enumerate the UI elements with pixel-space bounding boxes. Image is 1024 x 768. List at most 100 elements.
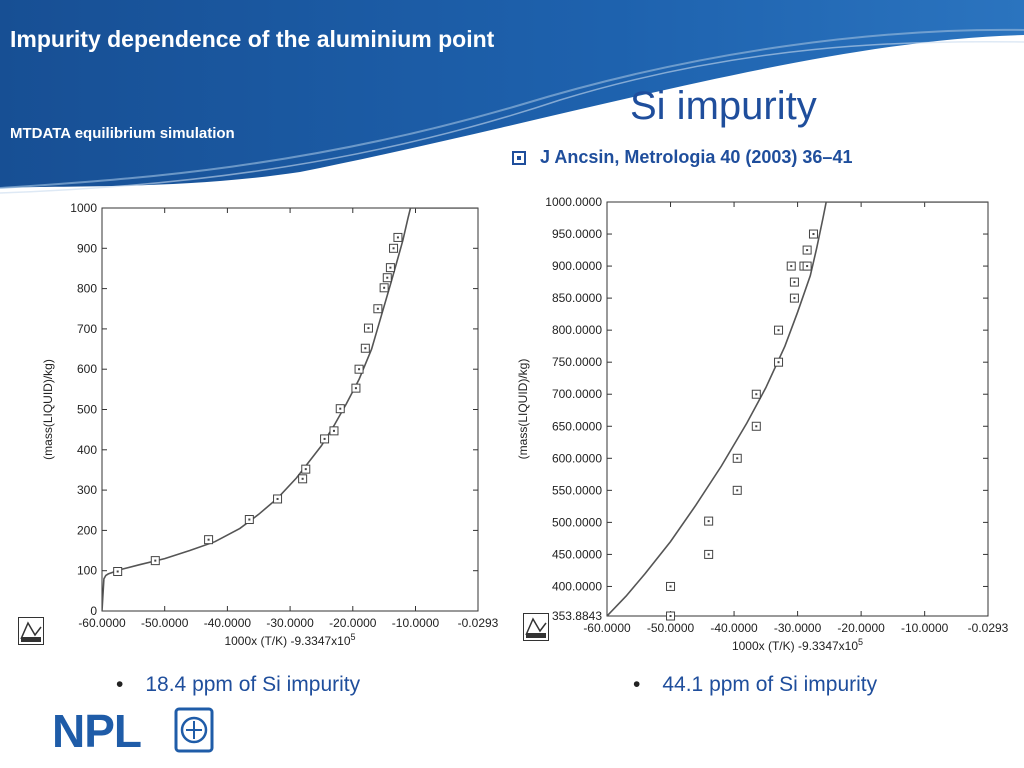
slide-title: Si impurity [630, 84, 817, 128]
data-point-dot [755, 393, 758, 396]
data-point-dot [276, 497, 279, 500]
data-point-dot [669, 615, 672, 617]
bullet-left: • 18.4 ppm of Si impurity [116, 673, 361, 696]
data-point-dot [207, 538, 210, 541]
data-point-dot [389, 266, 392, 269]
header-subtitle: MTDATA equilibrium simulation [10, 125, 235, 142]
y-tick-label: 950.0000 [552, 227, 602, 241]
data-point-dot [707, 553, 710, 556]
data-point-dot [116, 570, 119, 573]
y-tick-label: 400.0000 [552, 579, 602, 593]
x-tick-label: -60.0000 [583, 621, 631, 635]
data-point-dot [383, 286, 386, 289]
bullet-right: • 44.1 ppm of Si impurity [633, 673, 878, 696]
x-tick-label: -50.0000 [647, 621, 695, 635]
x-tick-label: -50.0000 [141, 616, 189, 630]
y-tick-label: 450.0000 [552, 547, 602, 561]
y-tick-label: 400 [77, 443, 97, 457]
data-point-dot [812, 233, 815, 236]
y-tick-label: 500.0000 [552, 515, 602, 529]
y-tick-label: 700.0000 [552, 387, 602, 401]
x-axis-label: 1000x (T/K) -9.3347x105 [732, 637, 863, 653]
model-curve [607, 202, 988, 616]
x-tick-label: -10.0000 [901, 621, 949, 635]
y-tick-label: 900.0000 [552, 259, 602, 273]
data-point-dot [364, 347, 367, 350]
data-point-dot [154, 559, 157, 562]
data-point-dot [707, 520, 710, 523]
data-point-dot [386, 276, 389, 279]
y-tick-label: 900 [77, 241, 97, 255]
bullet-left-text: 18.4 ppm of Si impurity [145, 673, 361, 696]
data-point-dot [396, 236, 399, 239]
npl-logo-text: NPL [52, 705, 141, 755]
x-axis-label-exponent: 5 [858, 637, 863, 647]
y-axis-label: (mass(LIQUID)/kg) [516, 359, 530, 460]
data-point-dot [301, 477, 304, 480]
data-point-dot [793, 297, 796, 300]
data-point-dot [777, 361, 780, 364]
y-tick-label: 353.8843 [552, 609, 602, 623]
x-tick-label: -60.0000 [78, 616, 126, 630]
y-tick-label: 500 [77, 403, 97, 417]
header-title: Impurity dependence of the aluminium poi… [10, 26, 495, 52]
x-tick-label: -30.0000 [266, 616, 314, 630]
x-tick-label: -30.0000 [774, 621, 822, 635]
bullet-right-text: 44.1 ppm of Si impurity [662, 673, 878, 696]
x-axis-label: 1000x (T/K) -9.3347x105 [224, 632, 355, 648]
data-point-dot [339, 407, 342, 410]
y-tick-label: 650.0000 [552, 419, 602, 433]
data-point-dot [755, 425, 758, 428]
x-axis-label-exponent: 5 [351, 632, 356, 642]
x-tick-label: -0.0293 [458, 616, 499, 630]
data-point-dot [323, 437, 326, 440]
y-tick-label: 850.0000 [552, 291, 602, 305]
data-point-dot [806, 249, 809, 252]
data-point-dot [332, 429, 335, 432]
data-point-dot [354, 387, 357, 390]
data-point-dot [736, 489, 739, 492]
plot-frame [606, 201, 989, 617]
y-tick-label: 1000.0000 [545, 195, 602, 209]
y-tick-label: 750.0000 [552, 355, 602, 369]
y-tick-label: 0 [90, 604, 97, 618]
x-tick-label: -40.0000 [204, 616, 252, 630]
data-point-dot [376, 307, 379, 310]
y-tick-label: 200 [77, 523, 97, 537]
plot-frame [101, 207, 479, 612]
bullet-box-icon [512, 150, 526, 165]
data-point-dot [248, 518, 251, 521]
mtdata-logo-right [523, 613, 549, 641]
data-point-dot [806, 265, 809, 268]
x-tick-label: -20.0000 [329, 616, 377, 630]
data-point-dot [790, 265, 793, 268]
y-tick-label: 300 [77, 483, 97, 497]
data-point-dot [736, 457, 739, 460]
y-tick-label: 800 [77, 282, 97, 296]
data-point-dot [793, 281, 796, 284]
model-curve [102, 208, 478, 611]
y-tick-label: 700 [77, 322, 97, 336]
y-tick-label: 600.0000 [552, 451, 602, 465]
data-point-dot [777, 329, 780, 332]
data-point-dot [669, 585, 672, 588]
x-tick-label: -10.0000 [392, 616, 440, 630]
header-banner [0, 0, 1024, 194]
y-tick-label: 1000 [70, 201, 97, 215]
data-point-dot [304, 468, 307, 471]
y-axis-label: (mass(LIQUID)/kg) [41, 359, 55, 460]
reference-text: J Ancsin, Metrologia 40 (2003) 36–41 [540, 147, 853, 167]
y-tick-label: 600 [77, 362, 97, 376]
data-point-dot [358, 368, 361, 371]
x-tick-label: -0.0293 [968, 621, 1009, 635]
y-tick-label: 100 [77, 564, 97, 578]
x-tick-label: -40.0000 [710, 621, 758, 635]
y-tick-label: 800.0000 [552, 323, 602, 337]
mtdata-logo-left [18, 617, 44, 645]
npl-logo: NPL [52, 705, 214, 755]
data-point-dot [392, 247, 395, 250]
y-tick-label: 550.0000 [552, 483, 602, 497]
reference-bullet: J Ancsin, Metrologia 40 (2003) 36–41 [512, 147, 852, 168]
